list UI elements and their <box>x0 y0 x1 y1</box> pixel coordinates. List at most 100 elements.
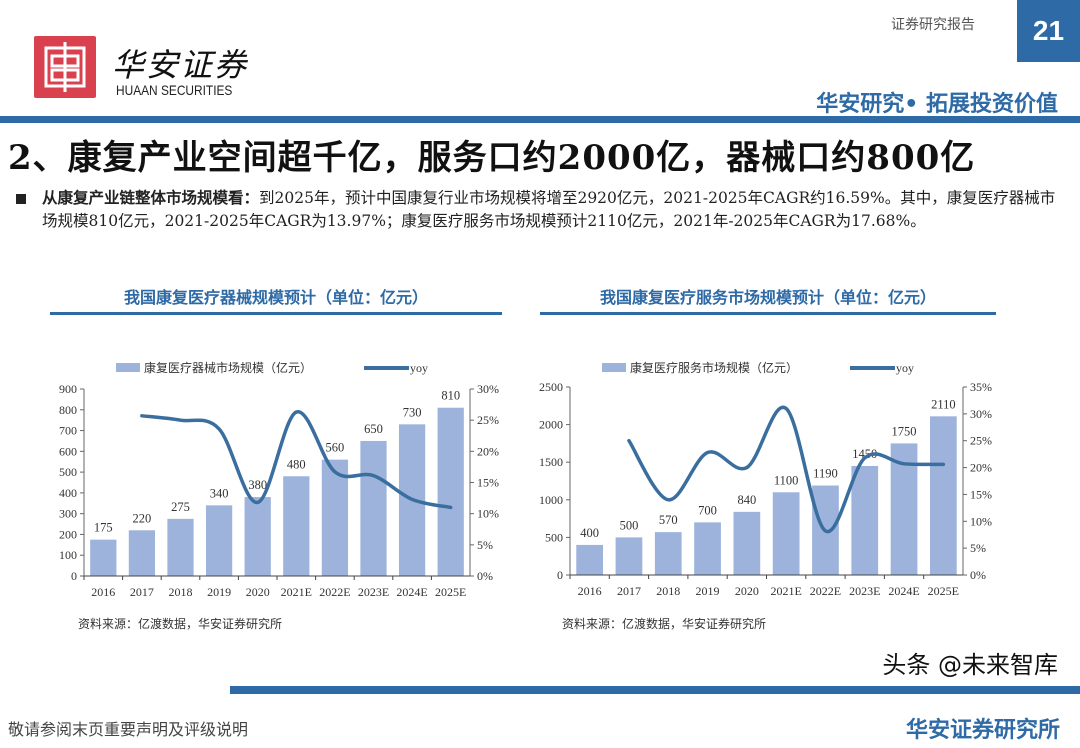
x-tick-label: 2017 <box>130 585 154 599</box>
x-tick-label: 2018 <box>169 585 193 599</box>
bar <box>615 537 643 575</box>
x-tick-label: 2019 <box>207 585 231 599</box>
bar-data-label: 700 <box>698 503 717 517</box>
legend-bar-label: 康复医疗器械市场规模（亿元） <box>144 360 312 375</box>
footer-divider <box>230 686 1080 694</box>
x-tick-label: 2023E <box>849 584 880 598</box>
left-tick-label: 700 <box>59 424 77 438</box>
bar <box>694 522 721 575</box>
right-tick-label: 0% <box>970 568 986 582</box>
bar-data-label: 570 <box>659 513 678 527</box>
x-tick-label: 2022E <box>319 585 350 599</box>
paragraph-body: 到2025年，预计中国康复行业市场规模将增至2920亿元，2021-2025年C… <box>42 189 1056 230</box>
watermark: 头条 @未来智库 <box>882 651 1058 679</box>
left-tick-label: 500 <box>59 465 77 479</box>
left-tick-label: 400 <box>59 486 77 500</box>
right-tick-label: 5% <box>970 541 986 555</box>
bar-data-label: 650 <box>364 422 383 436</box>
x-tick-label: 2019 <box>696 584 720 598</box>
bar <box>205 505 233 576</box>
disclaimer-text: 敬请参阅末页重要声明及评级说明 <box>8 720 249 739</box>
bar <box>929 416 957 575</box>
bar-data-label: 1190 <box>813 467 838 481</box>
yoy-line <box>627 405 946 534</box>
summary-paragraph: 从康复产业链整体市场规模看：到2025年，预计中国康复行业市场规模将增至2920… <box>42 186 1057 233</box>
right-tick-label: 30% <box>970 407 992 421</box>
left-tick-label: 1500 <box>539 455 563 469</box>
bar <box>576 544 604 575</box>
bar-data-label: 175 <box>94 521 113 535</box>
left-tick-label: 600 <box>59 444 77 458</box>
bar <box>167 518 194 576</box>
bar <box>437 407 464 576</box>
x-tick-label: 2025E <box>435 585 466 599</box>
x-tick-label: 2025E <box>928 584 959 598</box>
x-tick-label: 2021E <box>281 585 312 599</box>
bar-data-label: 275 <box>171 500 190 514</box>
left-tick-label: 2500 <box>539 380 563 394</box>
bar <box>90 539 117 576</box>
bar-data-label: 340 <box>210 486 229 500</box>
bar <box>244 497 271 576</box>
bar-data-label: 400 <box>580 526 599 540</box>
left-tick-label: 800 <box>59 403 77 417</box>
x-tick-label: 2024E <box>396 585 427 599</box>
bar <box>654 532 682 575</box>
x-tick-label: 2024E <box>888 584 919 598</box>
legend-bar-swatch <box>116 363 140 372</box>
x-tick-label: 2021E <box>770 584 801 598</box>
page-number: 21 <box>1017 0 1080 62</box>
right-tick-label: 10% <box>970 514 992 528</box>
bar-data-label: 1100 <box>774 473 799 487</box>
chart-title-underline <box>540 312 996 315</box>
right-tick-label: 15% <box>970 487 992 501</box>
bar-data-label: 500 <box>620 518 639 532</box>
chart-services: 康复医疗服务市场规模（亿元） yoy 0 500 1000 1500 2000 2500 0% 5… <box>539 360 992 598</box>
legend-bar-swatch <box>602 363 626 372</box>
huaan-logo-icon <box>34 36 96 98</box>
paragraph-lead: 从康复产业链整体市场规模看： <box>42 188 260 207</box>
chart-source: 资料来源：亿渡数据，华安证券研究所 <box>562 617 767 631</box>
chart-devices: 康复医疗器械市场规模（亿元） yoy 0 100 200 300 400 500 600 700 8… <box>59 360 499 599</box>
left-tick-label: 1000 <box>539 493 563 507</box>
bar <box>128 530 156 576</box>
right-tick-label: 10% <box>477 507 499 521</box>
legend-line-label: yoy <box>896 361 914 375</box>
legend-line-label: yoy <box>410 361 428 375</box>
left-tick-label: 2000 <box>539 418 563 432</box>
bar-data-label: 2110 <box>931 397 956 411</box>
brand-name-cn: 华安证券 <box>112 46 249 84</box>
left-tick-label: 0 <box>71 569 77 583</box>
right-tick-label: 35% <box>970 380 992 394</box>
x-tick-label: 2020 <box>246 585 270 599</box>
bar-data-label: 1750 <box>892 424 917 438</box>
bar <box>360 440 387 576</box>
x-tick-label: 2020 <box>735 584 759 598</box>
x-tick-label: 2022E <box>810 584 841 598</box>
header-divider <box>0 116 1080 123</box>
bar <box>772 492 800 575</box>
bar-data-label: 1450 <box>852 447 877 461</box>
chart-title-services: 我国康复医疗服务市场规模预计（单位：亿元） <box>599 288 936 307</box>
right-tick-label: 30% <box>477 382 499 396</box>
right-tick-label: 20% <box>477 444 499 458</box>
right-tick-label: 0% <box>477 569 493 583</box>
bar-data-label: 380 <box>248 478 267 492</box>
bullet-square-icon <box>16 194 26 204</box>
bar <box>321 459 349 576</box>
right-tick-label: 25% <box>970 434 992 448</box>
x-tick-label: 2016 <box>91 585 115 599</box>
left-tick-label: 900 <box>59 382 77 396</box>
footer-org: 华安证券研究所 <box>905 718 1060 743</box>
right-tick-label: 15% <box>477 476 499 490</box>
brand-name-en: HUAAN SECURITIES <box>116 82 233 98</box>
chart-title-devices: 我国康复医疗器械规模预计（单位：亿元） <box>123 288 428 307</box>
bar-data-label: 840 <box>737 493 756 507</box>
bar <box>733 511 761 575</box>
x-tick-label: 2017 <box>617 584 641 598</box>
bar-data-label: 810 <box>441 389 460 403</box>
right-tick-label: 25% <box>477 413 499 427</box>
left-tick-label: 100 <box>59 548 77 562</box>
bar-data-label: 560 <box>326 441 345 455</box>
